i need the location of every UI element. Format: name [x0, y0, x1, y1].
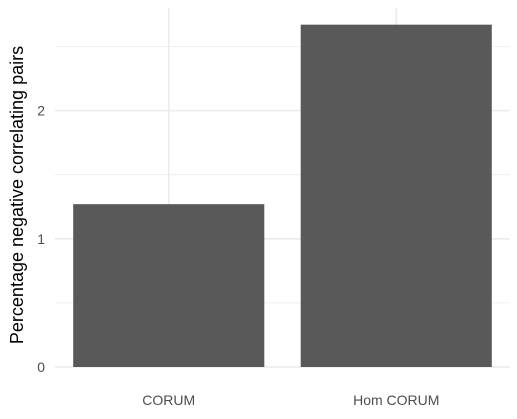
x-tick-labels: CORUM Hom CORUM	[142, 392, 439, 408]
y-tick-label: 0	[37, 359, 45, 375]
x-tick-label: Hom CORUM	[353, 392, 439, 408]
y-tick-label: 1	[37, 231, 45, 247]
y-tick-labels: 0 1 2	[37, 103, 45, 375]
y-tick-label: 2	[37, 103, 45, 119]
y-axis-label: Percentage negative correlating pairs	[7, 46, 27, 344]
x-tick-label: CORUM	[142, 392, 195, 408]
bars	[73, 24, 492, 368]
bar-corum	[73, 204, 265, 367]
bar-hom-corum	[300, 24, 492, 368]
